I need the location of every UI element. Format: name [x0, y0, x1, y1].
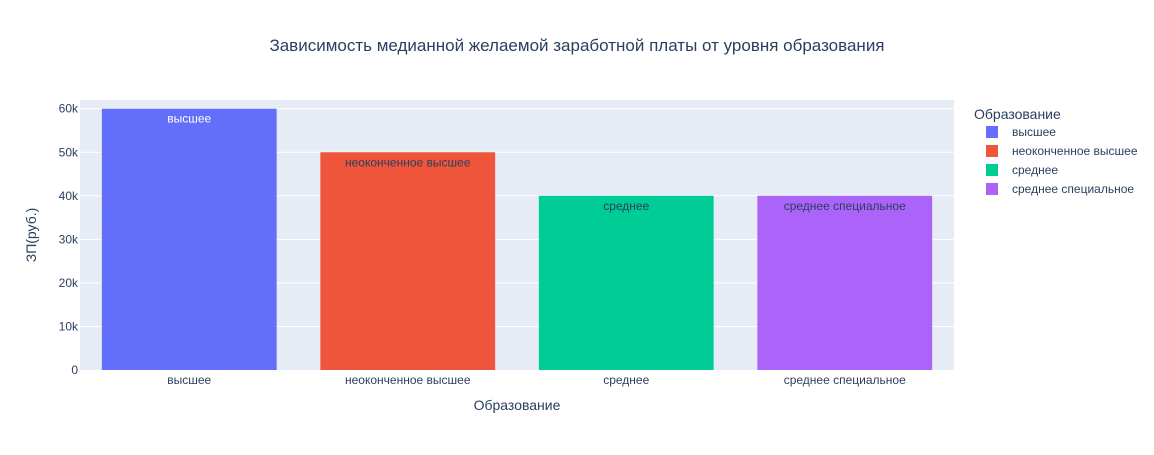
bar-data-label: неоконченное высшее — [345, 155, 471, 169]
legend-entry-label[interactable]: среднее специальное — [1012, 182, 1134, 196]
y-tick-label: 20k — [59, 276, 79, 290]
bar — [320, 152, 496, 370]
bar-data-label: среднее — [603, 199, 649, 213]
legend-swatch[interactable] — [986, 126, 998, 138]
x-axis-title: Образование — [474, 397, 561, 413]
chart-title: Зависимость медианной желаемой заработно… — [269, 36, 884, 55]
y-tick-label: 30k — [59, 232, 79, 246]
y-tick-label: 50k — [59, 145, 79, 159]
x-tick-label: среднее специальное — [784, 373, 906, 387]
bar-data-label: высшее — [167, 112, 211, 126]
bar — [538, 195, 714, 370]
y-axis-ticks: 0 10k 20k 30k 40k 50k 60k — [59, 102, 79, 377]
bar — [757, 195, 933, 370]
legend-entry-label[interactable]: неоконченное высшее — [1012, 144, 1138, 158]
bar-data-label: среднее специальное — [784, 199, 906, 213]
y-tick-label: 10k — [59, 319, 79, 333]
x-tick-label: высшее — [167, 373, 211, 387]
x-axis-ticks: высшее неоконченное высшее среднее среднее … — [167, 373, 906, 387]
y-axis-title: ЗП(руб.) — [23, 208, 39, 263]
bar — [101, 108, 277, 370]
bars: высшее неоконченное высшее среднее среднее … — [101, 108, 933, 370]
legend-entry-label[interactable]: среднее — [1012, 163, 1058, 177]
legend-items: высшее неоконченное высшее среднее среднее … — [986, 125, 1138, 196]
x-tick-label: неоконченное высшее — [345, 373, 471, 387]
x-tick-label: среднее — [603, 373, 649, 387]
legend-entry-label[interactable]: высшее — [1012, 125, 1056, 139]
legend: Образование высшее неоконченное высшее сре… — [974, 106, 1138, 196]
y-tick-label: 40k — [59, 189, 79, 203]
y-tick-label: 60k — [59, 102, 79, 116]
y-tick-label: 0 — [71, 363, 78, 377]
legend-swatch[interactable] — [986, 183, 998, 195]
legend-swatch[interactable] — [986, 164, 998, 176]
legend-title: Образование — [974, 106, 1061, 122]
legend-swatch[interactable] — [986, 145, 998, 157]
